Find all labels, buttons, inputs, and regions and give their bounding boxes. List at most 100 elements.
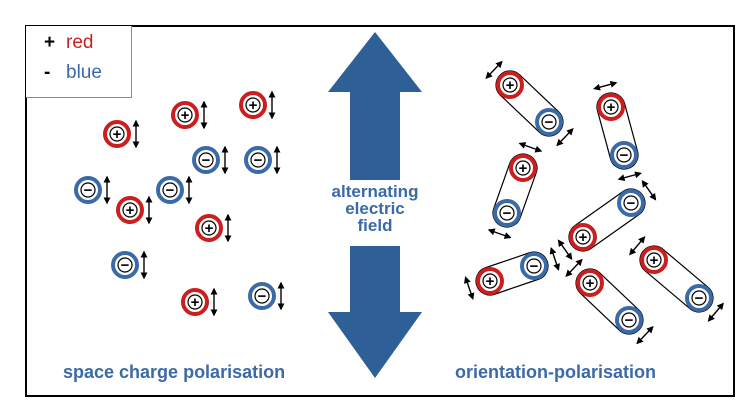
positive-charge: + bbox=[116, 196, 144, 224]
charge-sign: − bbox=[530, 258, 539, 275]
charge-sign: + bbox=[486, 273, 495, 290]
charge-sign: − bbox=[695, 290, 704, 307]
positive-charge: + bbox=[476, 267, 504, 295]
charge-core bbox=[198, 152, 214, 168]
charge-sign: − bbox=[166, 182, 175, 199]
positive-charge: + bbox=[181, 288, 209, 316]
field-label-line-3: field bbox=[357, 216, 393, 235]
charge-core bbox=[691, 290, 707, 306]
charge-sign: + bbox=[586, 275, 595, 292]
positive-charge: + bbox=[576, 269, 604, 297]
field-label-line-1: alternating bbox=[331, 182, 419, 201]
negative-charge: − bbox=[615, 306, 643, 334]
motion-arrow bbox=[464, 276, 475, 301]
charge-sign: − bbox=[258, 288, 267, 305]
charge-core bbox=[499, 205, 515, 221]
motion-arrow bbox=[593, 80, 618, 91]
charge-core bbox=[575, 229, 591, 245]
charge-core bbox=[621, 312, 637, 328]
charge-sign: − bbox=[254, 152, 263, 169]
positive-charge: + bbox=[569, 223, 597, 251]
negative-charge: − bbox=[535, 108, 563, 136]
positive-charge: + bbox=[640, 246, 668, 274]
motion-arrow bbox=[565, 258, 583, 277]
dipole: +− bbox=[629, 236, 724, 322]
charge-core bbox=[526, 258, 542, 274]
charge-sign: + bbox=[181, 107, 190, 124]
negative-charge: − bbox=[244, 146, 272, 174]
positive-charge: + bbox=[496, 71, 524, 99]
charge-core bbox=[187, 294, 203, 310]
charge-core bbox=[162, 182, 178, 198]
charge-core bbox=[80, 182, 96, 198]
charge-sign: + bbox=[191, 294, 200, 311]
positive-charge: + bbox=[103, 120, 131, 148]
legend-negative: - blue bbox=[44, 62, 102, 84]
charge-sign: − bbox=[84, 182, 93, 199]
legend-blue-label: blue bbox=[66, 62, 102, 83]
negative-charge: − bbox=[74, 176, 102, 204]
dipole: +− bbox=[487, 142, 543, 239]
motion-arrow bbox=[707, 302, 724, 322]
negative-charge: − bbox=[685, 284, 713, 312]
positive-charge: + bbox=[195, 214, 223, 242]
charge-sign: − bbox=[121, 257, 130, 274]
charge-core bbox=[482, 273, 498, 289]
charge-sign: − bbox=[545, 114, 554, 131]
charge-sign: + bbox=[249, 97, 258, 114]
charge-sign: + bbox=[506, 77, 515, 94]
negative-charge: − bbox=[192, 146, 220, 174]
motion-arrow bbox=[617, 171, 642, 182]
charge-sign: + bbox=[126, 202, 135, 219]
positive-charge: + bbox=[597, 93, 625, 121]
charge-sign: − bbox=[620, 147, 629, 164]
legend-positive: + red bbox=[44, 32, 93, 54]
motion-arrow bbox=[641, 180, 657, 201]
motion-arrow bbox=[636, 326, 654, 345]
charge-sign: + bbox=[579, 229, 588, 246]
dipoles: +−+−+−+−+−+−+− bbox=[464, 60, 724, 345]
charge-sign: − bbox=[202, 152, 211, 169]
motion-arrow bbox=[629, 236, 646, 256]
dipole: +− bbox=[593, 80, 642, 182]
dipole: +− bbox=[565, 258, 654, 345]
charge-core bbox=[603, 99, 619, 115]
charge-core bbox=[582, 275, 598, 291]
charge-core bbox=[201, 220, 217, 236]
charge-core bbox=[646, 252, 662, 268]
space-charges: + + + − − − + − + − + − bbox=[74, 90, 285, 317]
charge-sign: + bbox=[113, 126, 122, 143]
motion-arrow bbox=[556, 128, 574, 147]
negative-charge: − bbox=[617, 189, 645, 217]
positive-charge: + bbox=[171, 101, 199, 129]
positive-charge: + bbox=[509, 154, 537, 182]
negative-charge: − bbox=[610, 141, 638, 169]
negative-charge: − bbox=[248, 282, 276, 310]
motion-arrow bbox=[549, 246, 560, 271]
plus-symbol: + bbox=[44, 32, 56, 53]
minus-symbol: - bbox=[44, 62, 51, 83]
charge-core bbox=[250, 152, 266, 168]
field-label-line-2: electric bbox=[345, 199, 405, 218]
charge-core bbox=[177, 107, 193, 123]
dipole: +− bbox=[464, 246, 560, 301]
negative-charge: − bbox=[156, 176, 184, 204]
motion-arrow bbox=[518, 142, 543, 153]
charge-core bbox=[117, 257, 133, 273]
charge-core bbox=[122, 202, 138, 218]
charge-core bbox=[109, 126, 125, 142]
charge-core bbox=[254, 288, 270, 304]
caption-right: orientation-polarisation bbox=[455, 362, 657, 382]
motion-arrow bbox=[487, 228, 512, 239]
charge-core bbox=[541, 114, 557, 130]
charge-sign: − bbox=[627, 195, 636, 212]
charge-sign: − bbox=[625, 312, 634, 329]
field-double-arrow bbox=[328, 32, 422, 378]
motion-arrow bbox=[557, 239, 573, 260]
charge-core bbox=[623, 195, 639, 211]
field-label: alternating electric field bbox=[312, 183, 438, 234]
charge-sign: + bbox=[519, 160, 528, 177]
charge-sign: + bbox=[205, 220, 214, 237]
